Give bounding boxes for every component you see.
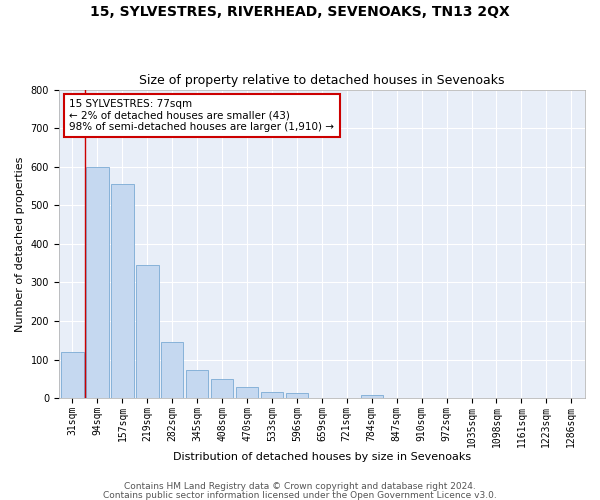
Bar	[61, 352, 84, 398]
Bar	[236, 386, 258, 398]
Bar	[261, 392, 283, 398]
Bar	[286, 393, 308, 398]
Bar	[161, 342, 184, 398]
Y-axis label: Number of detached properties: Number of detached properties	[15, 156, 25, 332]
Bar	[86, 166, 109, 398]
Bar	[211, 379, 233, 398]
Text: 15 SYLVESTRES: 77sqm
← 2% of detached houses are smaller (43)
98% of semi-detach: 15 SYLVESTRES: 77sqm ← 2% of detached ho…	[70, 99, 334, 132]
Bar	[111, 184, 134, 398]
Bar	[186, 370, 208, 398]
Text: Contains public sector information licensed under the Open Government Licence v3: Contains public sector information licen…	[103, 490, 497, 500]
Bar	[361, 394, 383, 398]
X-axis label: Distribution of detached houses by size in Sevenoaks: Distribution of detached houses by size …	[173, 452, 471, 462]
Text: 15, SYLVESTRES, RIVERHEAD, SEVENOAKS, TN13 2QX: 15, SYLVESTRES, RIVERHEAD, SEVENOAKS, TN…	[90, 5, 510, 19]
Title: Size of property relative to detached houses in Sevenoaks: Size of property relative to detached ho…	[139, 74, 505, 87]
Bar	[136, 265, 158, 398]
Text: Contains HM Land Registry data © Crown copyright and database right 2024.: Contains HM Land Registry data © Crown c…	[124, 482, 476, 491]
